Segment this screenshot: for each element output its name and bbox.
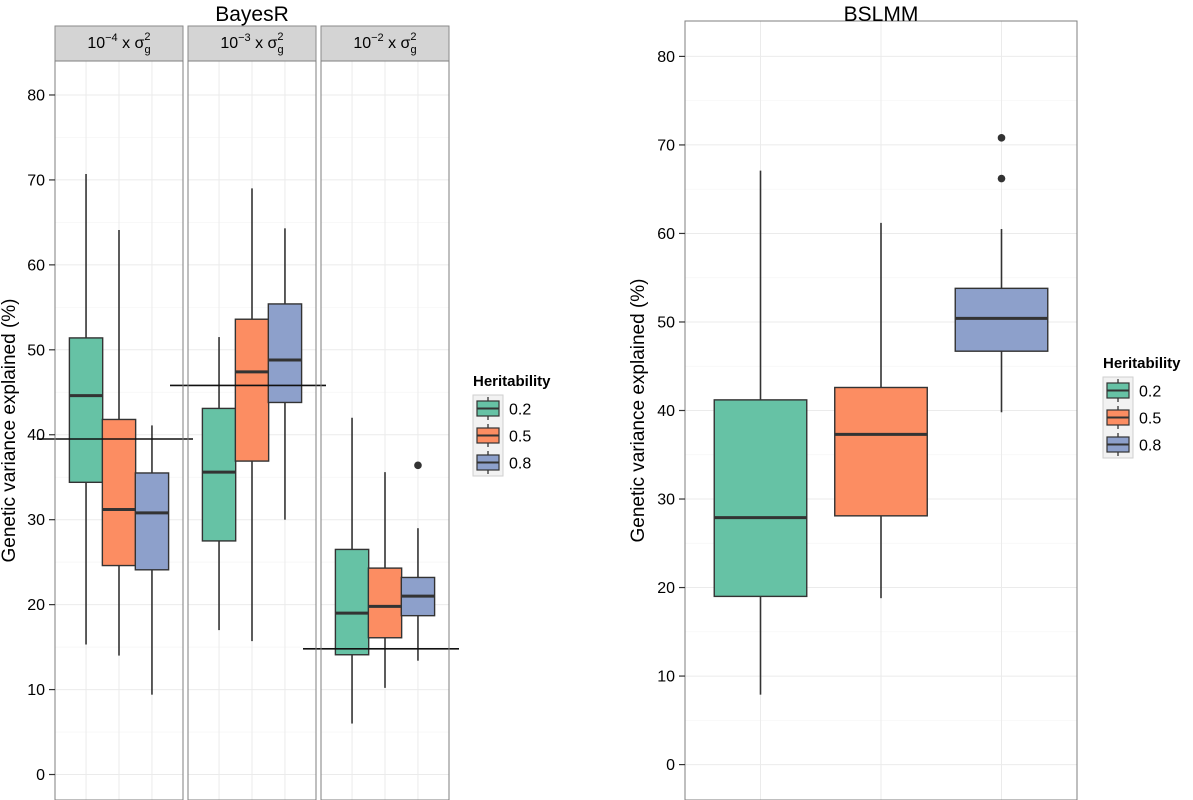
bslmm-y-tick-label-0: 0 — [666, 757, 675, 774]
bayesr-facet-2-strip-base: 10 — [353, 35, 371, 52]
bayesr-legend-label-0.2: 0.2 — [509, 402, 531, 419]
bayesr-facet-0-0.8-box — [134, 472, 170, 571]
bayesr-facet-2-panel-border — [320, 60, 450, 800]
bslmm-0.5-box — [834, 386, 928, 517]
bayesr-y-tick-label-50: 50 — [27, 342, 45, 359]
bayesr-facet-0-strip-sigma-sup: 2 — [144, 31, 150, 43]
bayesr-facet-2-strip-label: 10−2 x σ2 g — [353, 31, 416, 56]
bayesr-facet-1-0.2-box — [201, 407, 237, 542]
bayesr-facet-2-strip-exponent: −2 — [371, 32, 384, 44]
bslmm-y-tick-label-80: 80 — [657, 49, 675, 66]
bayesr-facet-1-strip-exponent: −3 — [238, 32, 251, 44]
bayesr-facet-1-strip — [187, 25, 317, 62]
bayesr-legend-title: Heritability — [473, 373, 551, 390]
bayesr-facet-2-strip-sigma: x σ — [384, 35, 411, 52]
bayesr-y-tick-label-40: 40 — [27, 427, 45, 444]
bayesr-facet-1-strip-label: 10−3 x σ2 g — [220, 31, 283, 56]
bslmm-y-tick-label-20: 20 — [657, 580, 675, 597]
bayesr-y-tick-label-20: 20 — [27, 597, 45, 614]
bayesr-facet-0-strip-label: 10−4 x σ2 g — [87, 31, 150, 56]
bayesr-y-tick-label-10: 10 — [27, 682, 45, 699]
bslmm-legend-title: Heritability — [1103, 355, 1181, 372]
bayesr-y-tick-label-70: 70 — [27, 172, 45, 189]
bayesr-facet-0-strip-base: 10 — [87, 35, 105, 52]
bayesr-facet-1-panel-border — [187, 60, 317, 800]
bayesr-facet-0-strip — [54, 25, 184, 62]
bslmm-y-tick-label-10: 10 — [657, 669, 675, 686]
bayesr-title: BayesR — [215, 3, 289, 26]
bayesr-facet-0-0.5-box — [101, 418, 137, 567]
bslmm-title: BSLMM — [844, 3, 919, 26]
bayesr-y-tick-label-30: 30 — [27, 512, 45, 529]
bslmm-y-tick-label-40: 40 — [657, 403, 675, 420]
bayesr-facet-1-0.8-box — [267, 303, 303, 404]
bayesr-y-tick-label-60: 60 — [27, 257, 45, 274]
bayesr-y-tick-label-0: 0 — [36, 767, 45, 784]
bayesr-facet-0-strip-sigma-sub: g — [145, 44, 151, 56]
bayesr-facet-0-0.2-box — [68, 337, 104, 484]
bslmm-y-tick-label-70: 70 — [657, 137, 675, 154]
bslmm-y-axis-title: Genetic variance explained (%) — [628, 278, 649, 542]
bayesr-facet-2-strip-sigma-sup: 2 — [410, 31, 416, 43]
bslmm-y-tick-label-60: 60 — [657, 226, 675, 243]
bslmm-y-tick-label-50: 50 — [657, 314, 675, 331]
bayesr-facet-2-0.8-outlier-0 — [414, 461, 422, 470]
bslmm-0.2-box — [713, 399, 808, 598]
bslmm-0.8-outlier-0 — [997, 174, 1006, 183]
bayesr-facet-0-strip-sigma: x σ — [118, 35, 145, 52]
bslmm-legend-label-0.8: 0.8 — [1139, 438, 1161, 455]
bayesr-facet-2-strip-sigma-sub: g — [411, 44, 417, 56]
bayesr-legend-label-0.8: 0.8 — [509, 456, 531, 473]
bayesr-facet-2-0.5-box — [367, 567, 403, 639]
bayesr-y-axis-title: Genetic variance explained (%) — [0, 298, 20, 562]
bslmm-0.8-outlier-1 — [997, 134, 1006, 142]
bslmm-legend-label-0.5: 0.5 — [1139, 411, 1161, 428]
bayesr-facet-1-strip-sigma-sub: g — [278, 44, 284, 56]
bayesr-facet-0-panel-border — [54, 60, 184, 800]
bslmm-y-tick-label-30: 30 — [657, 492, 675, 509]
bayesr-legend-label-0.5: 0.5 — [509, 429, 531, 446]
bayesr-facet-2-0.2-box — [334, 548, 370, 656]
bayesr-facet-1-strip-base: 10 — [220, 35, 238, 52]
bayesr-y-tick-label-80: 80 — [27, 87, 45, 104]
bayesr-facet-1-strip-sigma: x σ — [251, 35, 278, 52]
bslmm-legend-label-0.2: 0.2 — [1139, 384, 1161, 401]
bayesr-facet-1-0.5-box — [234, 318, 270, 462]
bayesr-facet-0-strip-exponent: −4 — [105, 32, 118, 44]
bayesr-facet-1-strip-sigma-sup: 2 — [277, 31, 283, 43]
